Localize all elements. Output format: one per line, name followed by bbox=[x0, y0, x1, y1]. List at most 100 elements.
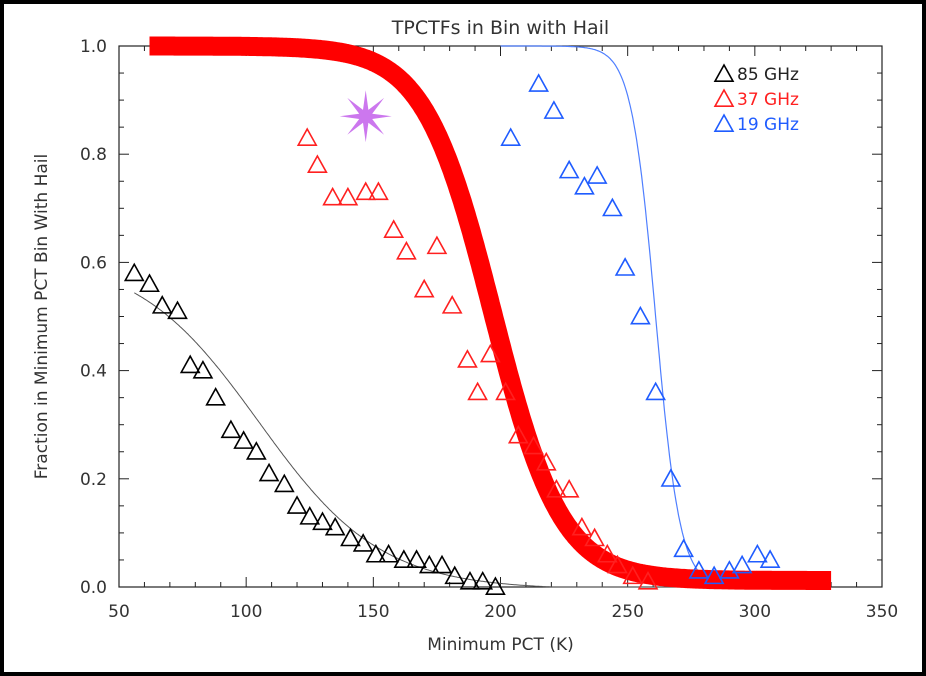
marker-85ghz bbox=[444, 565, 466, 585]
marker-37ghz bbox=[479, 343, 501, 363]
marker-85ghz bbox=[418, 554, 440, 574]
marker-19ghz bbox=[574, 176, 595, 195]
marker-19ghz bbox=[558, 159, 580, 179]
marker-85ghz bbox=[393, 549, 415, 568]
marker-37ghz bbox=[607, 554, 628, 574]
legend-label: 19 GHz bbox=[737, 115, 799, 135]
marker-85ghz bbox=[286, 495, 308, 514]
legend-marker-37ghz bbox=[713, 88, 735, 107]
marker-85ghz bbox=[179, 354, 201, 374]
marker-37ghz bbox=[368, 181, 389, 201]
marker-19ghz bbox=[586, 165, 608, 184]
marker-37ghz bbox=[296, 127, 318, 146]
marker-85ghz bbox=[406, 549, 427, 568]
y-axis-label: Fraction in Minimum PCT Bin With Hail bbox=[32, 154, 52, 479]
marker-37ghz bbox=[571, 516, 593, 536]
marker-37ghz bbox=[523, 435, 544, 455]
marker-37ghz bbox=[495, 381, 516, 401]
marker-85ghz bbox=[472, 570, 494, 590]
data-markers bbox=[123, 73, 781, 596]
marker-37ghz bbox=[507, 424, 529, 444]
x-tick-label: 150 bbox=[357, 602, 389, 622]
marker-85ghz bbox=[123, 262, 145, 282]
star-annotation bbox=[339, 90, 392, 143]
marker-37ghz bbox=[307, 154, 328, 174]
marker-85ghz bbox=[205, 387, 227, 406]
marker-85ghz bbox=[431, 554, 453, 574]
legend: 85 GHz 37 GHz 19 GHz bbox=[713, 63, 799, 135]
marker-85ghz bbox=[485, 576, 506, 596]
marker-19ghz bbox=[731, 554, 753, 574]
marker-37ghz bbox=[596, 543, 618, 563]
marker-37ghz bbox=[558, 478, 580, 498]
marker-85ghz bbox=[340, 527, 361, 547]
marker-85ghz bbox=[233, 430, 254, 449]
marker-19ghz bbox=[630, 305, 651, 325]
marker-85ghz bbox=[220, 419, 242, 439]
x-tick-label: 200 bbox=[484, 602, 516, 622]
marker-37ghz bbox=[337, 186, 359, 206]
marker-19ghz bbox=[528, 73, 550, 92]
legend-marker-85ghz bbox=[713, 63, 735, 82]
marker-85ghz bbox=[352, 533, 374, 552]
y-tick-label: 0.6 bbox=[80, 253, 107, 273]
marker-85ghz bbox=[245, 441, 267, 460]
y-tick-label: 0.4 bbox=[80, 362, 107, 382]
marker-19ghz bbox=[543, 100, 565, 119]
marker-85ghz bbox=[324, 516, 346, 536]
legend-label: 37 GHz bbox=[737, 90, 799, 110]
marker-37ghz bbox=[546, 478, 567, 498]
chart-title: TPCTFs in Bin with Hail bbox=[391, 17, 609, 39]
marker-85ghz bbox=[459, 570, 481, 590]
marker-85ghz bbox=[365, 543, 387, 563]
legend-marker-19ghz bbox=[713, 113, 735, 132]
marker-37ghz bbox=[383, 219, 405, 238]
marker-19ghz bbox=[703, 565, 725, 585]
y-tick-label: 0.0 bbox=[80, 578, 107, 598]
marker-37ghz bbox=[426, 235, 448, 255]
marker-85ghz bbox=[167, 300, 188, 320]
marker-37ghz bbox=[413, 278, 435, 298]
marker-19ghz bbox=[747, 543, 768, 563]
x-tick-label: 250 bbox=[611, 602, 643, 622]
marker-85ghz bbox=[258, 462, 280, 482]
marker-19ghz bbox=[759, 549, 781, 568]
marker-37ghz bbox=[637, 570, 659, 590]
marker-85ghz bbox=[312, 511, 333, 531]
x-tick-label: 350 bbox=[866, 602, 898, 622]
marker-37ghz bbox=[584, 527, 605, 547]
red-overlay-curve bbox=[141, 36, 840, 590]
marker-19ghz bbox=[688, 560, 710, 579]
marker-37ghz bbox=[396, 240, 417, 260]
marker-19ghz bbox=[500, 127, 522, 146]
y-tick-label: 1.0 bbox=[80, 37, 107, 57]
marker-19ghz bbox=[645, 381, 667, 401]
x-tick-label: 300 bbox=[739, 602, 771, 622]
tpctf-chart: TPCTFs in Bin with Hail Minimum PCT (K) … bbox=[4, 4, 922, 672]
y-tick-label: 0.2 bbox=[80, 470, 107, 490]
marker-85ghz bbox=[139, 273, 160, 293]
marker-37ghz bbox=[322, 186, 343, 206]
marker-19ghz bbox=[602, 197, 623, 217]
fit-curves bbox=[134, 36, 840, 590]
marker-85ghz bbox=[151, 295, 173, 314]
marker-85ghz bbox=[299, 506, 321, 525]
x-axis-label: Minimum PCT (K) bbox=[427, 635, 574, 655]
marker-37ghz bbox=[535, 451, 557, 471]
marker-85ghz bbox=[273, 473, 295, 493]
marker-85ghz bbox=[378, 543, 399, 563]
axes: 50 100 150 200 250 300 350 0.0 0.2 0.4 0.6 0.8 1.0 bbox=[80, 37, 898, 622]
marker-19ghz bbox=[660, 468, 682, 487]
marker-37ghz bbox=[467, 381, 488, 401]
y-tick-label: 0.8 bbox=[80, 145, 107, 165]
chart-background bbox=[4, 4, 922, 672]
marker-37ghz bbox=[355, 181, 377, 201]
x-tick-label: 100 bbox=[230, 602, 262, 622]
marker-37ghz bbox=[622, 565, 644, 585]
x-tick-label: 50 bbox=[108, 602, 130, 622]
marker-19ghz bbox=[673, 538, 694, 558]
legend-label: 85 GHz bbox=[737, 65, 799, 85]
marker-85ghz bbox=[192, 359, 214, 379]
marker-37ghz bbox=[441, 295, 463, 314]
